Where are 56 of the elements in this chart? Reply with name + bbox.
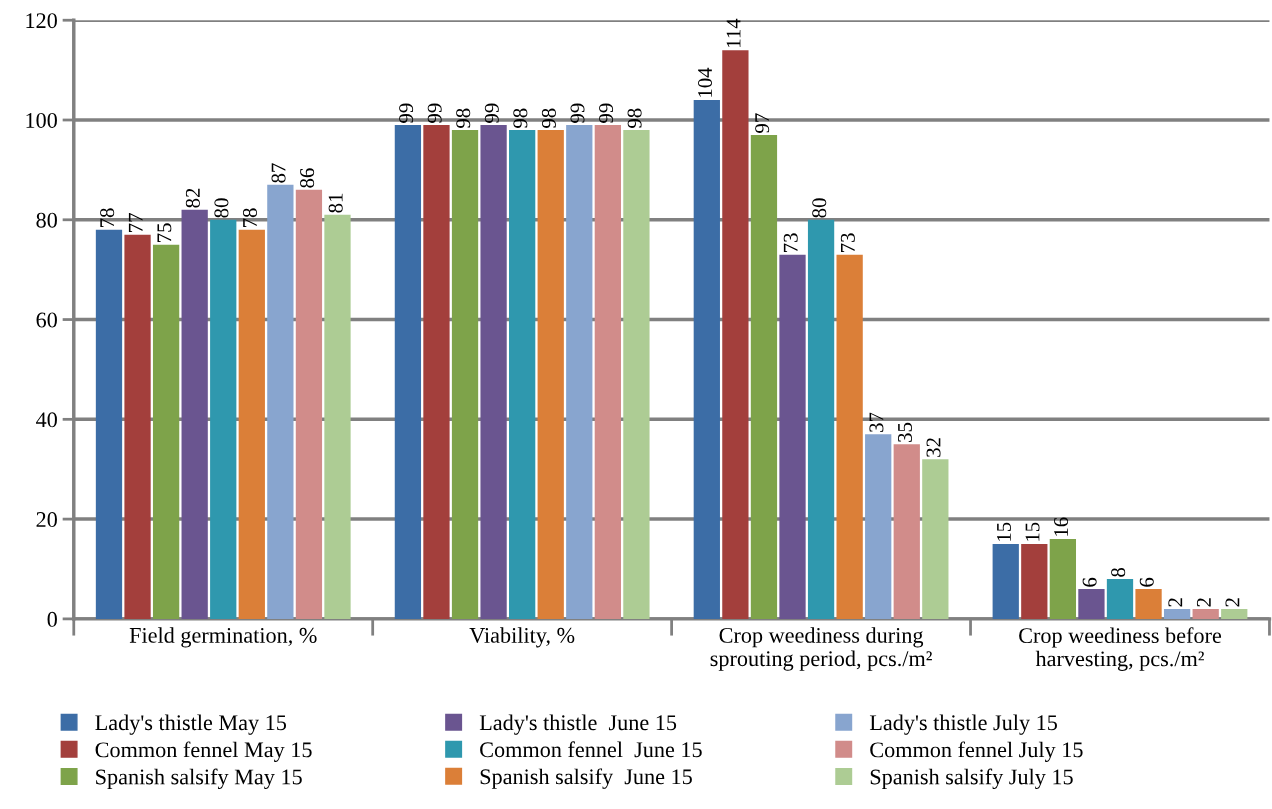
data-label: 2 bbox=[1168, 598, 1183, 607]
data-label: 114 bbox=[726, 18, 741, 47]
legend-label: Common fennel May 15 bbox=[95, 741, 312, 762]
data-label: 78 bbox=[100, 208, 115, 227]
data-label: 73 bbox=[783, 233, 798, 252]
data-label: 99 bbox=[484, 103, 499, 123]
data-label: 82 bbox=[185, 188, 200, 208]
data-label: 81 bbox=[328, 193, 343, 213]
data-label: 15 bbox=[997, 522, 1011, 541]
legend-label: Common fennel July 15 bbox=[870, 741, 1083, 762]
data-label: 8 bbox=[1111, 567, 1126, 577]
y-tick-label: 80 bbox=[36, 212, 57, 228]
y-tick-label: 40 bbox=[36, 412, 57, 428]
y-tick-label: 100 bbox=[26, 112, 57, 128]
legend-label: Spanish salsify May 15 bbox=[96, 768, 302, 789]
data-label: 97 bbox=[755, 113, 770, 133]
data-label: 86 bbox=[300, 168, 315, 188]
data-label: 99 bbox=[570, 103, 585, 123]
data-label: 99 bbox=[427, 103, 442, 123]
legend-label: Spanish salsify June 15 bbox=[480, 768, 692, 789]
data-label: 2 bbox=[1225, 598, 1240, 607]
data-label: 73 bbox=[840, 233, 855, 252]
data-label: 87 bbox=[271, 163, 286, 183]
data-label: 99 bbox=[599, 103, 614, 123]
y-tick-label: 120 bbox=[26, 13, 57, 29]
y-tick-label: 60 bbox=[36, 312, 57, 328]
data-label: 80 bbox=[812, 198, 827, 218]
data-label: 98 bbox=[541, 108, 556, 128]
data-label: 75 bbox=[157, 223, 172, 242]
x-tick-label: Crop weediness before harvesting, pcs./m² bbox=[1019, 627, 1222, 671]
data-label: 77 bbox=[128, 213, 143, 232]
legend-label: Lady's thistle May 15 bbox=[95, 714, 287, 735]
y-tick-label: 0 bbox=[47, 611, 57, 627]
data-label: 16 bbox=[1054, 517, 1069, 536]
data-label: 98 bbox=[627, 108, 642, 128]
data-label: 2 bbox=[1196, 598, 1211, 607]
data-label: 78 bbox=[242, 208, 258, 227]
x-tick-label: Crop weediness during sprouting period, pcs./m² bbox=[710, 627, 932, 671]
legend-label: Common fennel June 15 bbox=[480, 741, 702, 758]
data-label: 98 bbox=[456, 108, 471, 128]
legend-label: Spanish salsify July 15 bbox=[870, 768, 1073, 789]
data-label: 104 bbox=[697, 67, 713, 97]
data-label: 99 bbox=[399, 103, 414, 123]
x-tick-label: Field germination, % bbox=[129, 627, 317, 648]
data-label: 37 bbox=[869, 412, 884, 432]
y-tick-label: 20 bbox=[36, 512, 57, 528]
data-label: 98 bbox=[513, 108, 528, 128]
data-label: 6 bbox=[1139, 577, 1154, 587]
data-label: 32 bbox=[926, 438, 941, 457]
data-label: 80 bbox=[214, 198, 229, 218]
data-label: 15 bbox=[1025, 522, 1040, 541]
x-tick-label: Viability, % bbox=[469, 627, 575, 648]
legend-label: Lady's thistle June 15 bbox=[479, 714, 677, 735]
legend-label: Lady's thistle July 15 bbox=[869, 714, 1057, 735]
data-label: 6 bbox=[1082, 577, 1097, 587]
data-label: 35 bbox=[897, 422, 912, 442]
